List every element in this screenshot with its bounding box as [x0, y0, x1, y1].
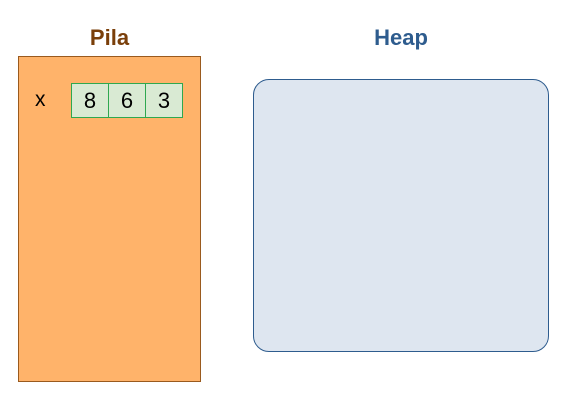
- heap-region: [253, 79, 549, 352]
- variable-x-label: x: [35, 88, 46, 111]
- stack-title: Pila: [89, 25, 130, 50]
- array-cell: 3: [145, 83, 183, 118]
- heap-title: Heap: [374, 25, 428, 50]
- array-cell: 8: [71, 83, 109, 118]
- array-x: 8 6 3: [71, 83, 183, 118]
- array-cell: 6: [108, 83, 146, 118]
